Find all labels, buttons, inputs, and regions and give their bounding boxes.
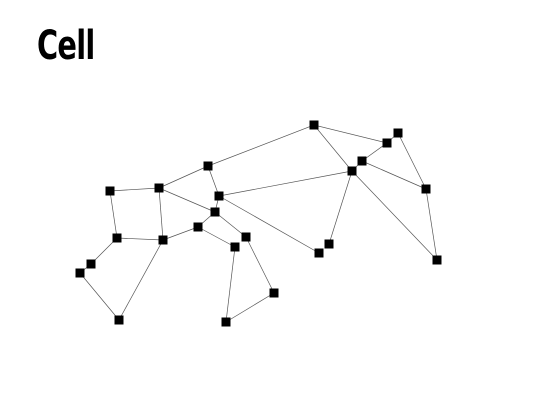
graph-node xyxy=(324,239,334,249)
graph-edge xyxy=(116,237,164,241)
graph-node xyxy=(154,183,164,193)
graph-node xyxy=(114,315,124,325)
graph-node xyxy=(158,235,168,245)
graph-edge xyxy=(158,165,209,189)
graph-node xyxy=(105,186,115,196)
graph-node xyxy=(230,242,240,252)
diagram-title: Cell xyxy=(37,23,95,69)
graph-edge xyxy=(109,187,160,192)
graph-edge xyxy=(197,226,236,248)
graph-node xyxy=(241,232,251,242)
graph-node xyxy=(393,128,403,138)
graph-node xyxy=(432,255,442,265)
graph-node xyxy=(347,166,357,176)
graph-edge xyxy=(79,272,120,321)
graph-node xyxy=(357,156,367,166)
graph-node xyxy=(112,233,122,243)
graph-node xyxy=(314,248,324,258)
graph-edge xyxy=(313,124,353,172)
graph-edge xyxy=(425,188,438,261)
graph-node xyxy=(382,138,392,148)
graph-node xyxy=(221,317,231,327)
graph-node xyxy=(421,184,431,194)
graph-edge xyxy=(158,187,216,213)
graph-edge xyxy=(361,160,427,190)
graph-edge xyxy=(218,170,353,197)
graph-edge xyxy=(214,211,247,238)
graph-edge xyxy=(218,195,320,254)
graph-node xyxy=(210,207,220,217)
graph-edge xyxy=(328,170,353,245)
graph-edge xyxy=(158,187,164,241)
graph-nodes xyxy=(75,120,442,327)
graph-node xyxy=(269,288,279,298)
graph-edge xyxy=(245,236,275,294)
graph-node xyxy=(309,120,319,130)
graph-node xyxy=(193,222,203,232)
graph-edge xyxy=(207,124,315,167)
graph-edge xyxy=(162,226,199,241)
graph-edge xyxy=(313,124,388,144)
graph-node xyxy=(75,268,85,278)
graph-edge xyxy=(225,246,236,323)
graph-edge xyxy=(207,165,220,197)
graph-node xyxy=(86,259,96,269)
graph-edge xyxy=(118,239,164,321)
graph-node xyxy=(214,191,224,201)
graph-edge xyxy=(397,132,427,190)
graph-edge xyxy=(351,170,438,261)
graph-edge xyxy=(109,190,118,239)
graph-node xyxy=(203,161,213,171)
graph-edge xyxy=(225,292,275,323)
graph-edges xyxy=(79,124,438,323)
